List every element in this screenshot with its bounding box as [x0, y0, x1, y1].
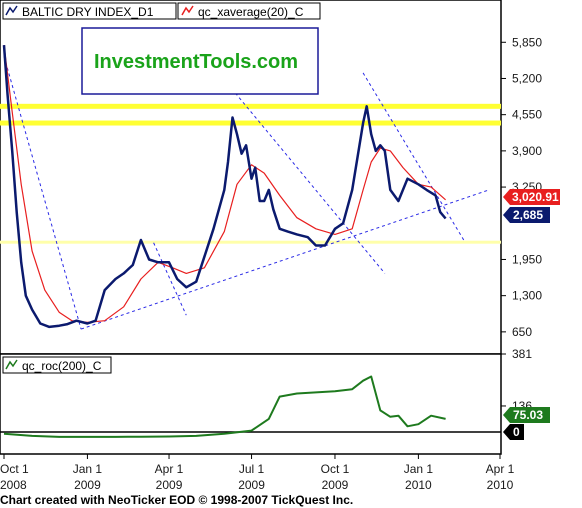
legend-swatch-roc — [5, 359, 18, 370]
price-series — [2, 45, 447, 329]
support-band — [0, 240, 501, 244]
price-y-tick-label: 5,200 — [512, 71, 542, 85]
x-year-label: 2009 — [238, 478, 265, 492]
resistance-band — [0, 103, 501, 109]
resistance-band — [0, 120, 501, 126]
average-last-label: 3,020.91 — [512, 190, 559, 204]
price-y-tick-label: 1,300 — [512, 289, 542, 303]
trendlines — [3, 28, 490, 330]
legend-box-price — [2, 2, 177, 20]
trendline — [362, 72, 465, 241]
price-y-tick-label: 5,850 — [512, 35, 542, 49]
price-y-tick-label: 3,900 — [512, 144, 542, 158]
roc-zero-badge: 0 — [503, 424, 524, 440]
price-line — [2, 45, 447, 329]
price-y-tick-label: 650 — [512, 325, 532, 339]
legend-box-average — [177, 2, 321, 20]
roc-y-tick-label: 381 — [512, 347, 532, 361]
x-tick-label: Jul 1 — [239, 462, 265, 476]
x-axis: Oct 1 2008 Jan 1 2009 Apr 1 2009 Jul 1 2009 Oct … — [0, 454, 515, 492]
x-year-label: 2009 — [156, 478, 183, 492]
legend-box-roc — [2, 356, 112, 374]
price-last-label: 2,685 — [513, 208, 543, 222]
legend-label-roc: qc_roc(200)_C — [22, 359, 102, 373]
trendline — [153, 242, 187, 316]
x-year-label: 2009 — [74, 478, 101, 492]
roc-line — [3, 375, 446, 438]
x-tick-label: Oct 1 — [321, 462, 350, 476]
x-year-label: 2009 — [322, 478, 349, 492]
average-last-badge: 3,020.91 — [503, 189, 560, 205]
roc-legend: qc_roc(200)_C — [2, 356, 112, 374]
brand-box — [81, 27, 319, 95]
average-line — [3, 45, 446, 323]
price-legend: BALTIC DRY INDEX_D1 qc_xaverage(20)_C — [2, 2, 321, 20]
footer-credit: Chart created with NeoTicker EOD © 1998-… — [0, 493, 353, 507]
x-year-label: 2010 — [405, 478, 432, 492]
x-tick-label: Jan 1 — [404, 462, 434, 476]
roc-last-badge: 75.03 — [503, 407, 550, 423]
legend-swatch-price — [5, 5, 18, 16]
roc-zero-label: 0 — [513, 425, 520, 439]
legend-label-price: BALTIC DRY INDEX_D1 — [22, 5, 154, 19]
price-last-badge: 2,685 — [503, 207, 550, 223]
x-year-label: 2008 — [0, 478, 27, 492]
x-tick-label: Jan 1 — [73, 462, 103, 476]
trendline — [3, 56, 82, 330]
x-tick-label: Oct 1 — [0, 462, 29, 476]
brand-text: InvestmentTools.com — [94, 51, 298, 73]
legend-swatch-average — [181, 5, 194, 16]
legend-label-average: qc_xaverage(20)_C — [198, 5, 304, 19]
price-y-tick-label: 4,550 — [512, 108, 542, 122]
trendline — [181, 28, 386, 274]
x-tick-label: Apr 1 — [486, 462, 515, 476]
roc-last-label: 75.03 — [513, 408, 543, 422]
price-bands — [0, 103, 501, 244]
roc-series — [3, 375, 446, 438]
price-y-tick-label: 1,950 — [512, 252, 542, 266]
x-year-label: 2010 — [487, 478, 514, 492]
x-tick-label: Apr 1 — [155, 462, 184, 476]
